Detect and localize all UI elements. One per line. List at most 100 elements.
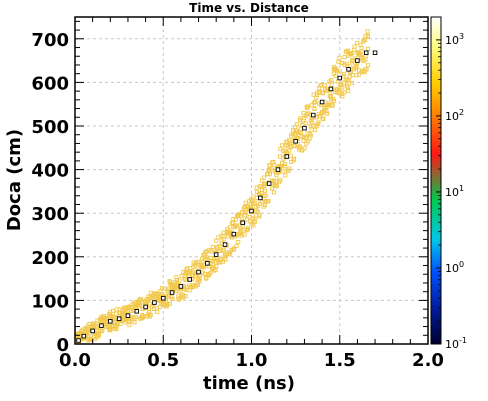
heatmap-cell: [309, 127, 314, 132]
heatmap-cell: [122, 318, 127, 323]
heatmap-cell: [345, 77, 350, 82]
profile-point: [258, 195, 263, 201]
heatmap-cell: [342, 90, 347, 95]
x-tick-label: 1.0: [236, 350, 268, 371]
profile-point: [240, 220, 245, 226]
heatmap-cell: [243, 200, 248, 205]
heatmap-cell: [114, 327, 119, 332]
heatmap-cell: [348, 69, 353, 74]
heatmap-cell: [295, 136, 301, 141]
profile-point: [187, 277, 192, 282]
heatmap-cell: [236, 239, 241, 245]
heatmap-cell: [345, 48, 351, 53]
heatmap-cell: [337, 55, 342, 60]
heatmap-cell: [159, 286, 165, 291]
profile-point: [178, 284, 184, 289]
x-tick-label: 0.0: [59, 350, 91, 371]
colorbar-tick-label: 103: [445, 32, 464, 47]
profile-point: [76, 338, 81, 343]
heatmap-cell: [261, 175, 266, 180]
y-tick-label: 300: [31, 204, 69, 225]
heatmap-cell: [357, 72, 362, 77]
heatmap-cell: [354, 64, 359, 69]
heatmap-cell: [313, 99, 318, 104]
y-tick-label: 100: [31, 291, 69, 312]
heatmap-cell: [132, 320, 137, 325]
heatmap-cell: [109, 314, 114, 319]
profile-point: [363, 50, 369, 56]
heatmap-cell: [156, 291, 161, 297]
heatmap-cell: [148, 312, 153, 318]
heatmap-cell: [329, 78, 334, 83]
heatmap-cell: [334, 68, 340, 74]
heatmap-cell: [332, 66, 337, 71]
heatmap-cell: [253, 200, 258, 205]
heatmap-cell: [301, 138, 306, 143]
y-tick-label: 700: [31, 30, 69, 51]
heatmap-cell: [244, 217, 250, 222]
heatmap-cell: [155, 291, 160, 296]
heatmap-cell: [313, 127, 318, 133]
heatmap-cell: [281, 169, 286, 174]
heatmap-cell: [169, 295, 174, 300]
heatmap-cell: [352, 44, 357, 49]
heatmap-cell: [312, 106, 317, 111]
profile-point: [134, 309, 140, 314]
heatmap-cell: [320, 116, 325, 121]
heatmap-cell: [274, 178, 279, 183]
heatmap-cell: [292, 144, 297, 149]
heatmap-cell: [337, 69, 342, 74]
y-tick-label: 200: [31, 248, 69, 269]
profile-point: [108, 319, 113, 324]
profile-point: [293, 139, 298, 144]
heatmap-cell: [269, 186, 275, 191]
heatmap-cell: [342, 54, 347, 60]
heatmap-cell: [235, 223, 240, 228]
heatmap-cell: [294, 122, 299, 127]
heatmap-cell: [286, 168, 291, 173]
heatmap-cell: [282, 164, 287, 169]
profile-point: [143, 304, 148, 310]
heatmap-cell: [302, 146, 307, 151]
heatmap-cell: [234, 223, 239, 228]
heatmap-cell: [365, 29, 370, 34]
heatmap-cell: [303, 121, 308, 126]
profile-point: [99, 323, 104, 328]
profile-point: [90, 328, 95, 334]
heatmap-cell: [329, 82, 334, 87]
heatmap-cell: [348, 51, 353, 56]
heatmap-cell: [345, 84, 350, 89]
heatmap-cell: [271, 178, 276, 183]
heatmap-cell: [138, 297, 143, 302]
heatmap-cell: [284, 143, 289, 148]
heatmap-cell: [366, 63, 371, 68]
heatmap-cell: [214, 238, 219, 243]
heatmap-cell: [214, 264, 219, 269]
heatmap-cell: [214, 246, 220, 251]
heatmap-cell: [240, 210, 245, 215]
colorbar-tick-label: 100: [445, 260, 464, 275]
heatmap-cell: [222, 254, 227, 259]
heatmap-cell: [108, 327, 113, 332]
heatmap-cell: [333, 73, 338, 78]
heatmap-cell: [309, 120, 315, 125]
heatmap-cell: [137, 302, 143, 307]
heatmap-cell: [111, 315, 116, 320]
heatmap-cell: [252, 217, 257, 222]
heatmap-cell: [234, 243, 239, 249]
heatmap-cell: [358, 53, 363, 58]
heatmap-cell: [309, 103, 314, 108]
heatmap-cell: [165, 302, 170, 307]
profile-point: [196, 269, 201, 275]
profile-point: [81, 333, 87, 339]
heatmap-cell: [182, 276, 187, 281]
heatmap-cell: [91, 321, 96, 326]
colorbar-ticks: 10-1 100 101 102 103: [436, 16, 467, 351]
heatmap-cell: [279, 143, 285, 148]
heatmap-cell: [322, 83, 327, 88]
profile-point: [222, 242, 228, 247]
heatmap-cell: [183, 293, 188, 299]
heatmap-cell: [283, 173, 288, 178]
heatmap-cell: [355, 40, 360, 45]
heatmap-cell: [87, 331, 93, 336]
